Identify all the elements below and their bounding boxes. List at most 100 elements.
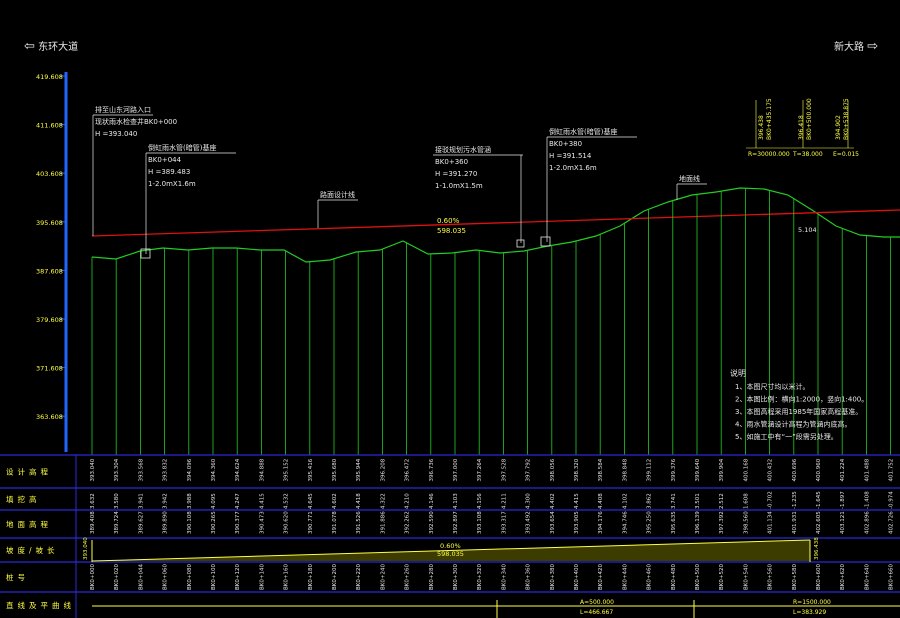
- table-cell-text: 393.304: [114, 458, 120, 481]
- table-grade-text: 0.60%: [440, 542, 461, 550]
- table-cell-text: 390.108: [187, 511, 193, 534]
- table-row-label: 地面高程: [6, 519, 52, 529]
- table-cell: 401.488: [864, 458, 870, 481]
- table-cell-text: 394.888: [259, 458, 265, 481]
- station-cell: BK0+200: [332, 564, 338, 590]
- table-cell-text: 395.944: [356, 458, 362, 481]
- table-row-label: 设计高程: [6, 467, 52, 477]
- elevation-tick-label: 387.608: [36, 267, 63, 275]
- elevation-tick-label: 403.608: [36, 170, 63, 178]
- table-cell: 4.322: [380, 493, 386, 509]
- callout-text: 接驳规划污水管涵: [435, 145, 491, 154]
- station-cell: BK0+120: [235, 564, 241, 590]
- curve-label-text: BK0+500.000: [806, 98, 813, 140]
- table-cell-text: 396.139: [695, 511, 701, 534]
- curve-param: T=38.000: [792, 151, 823, 158]
- table-cell: 4.402: [550, 493, 556, 509]
- callout-text: 倒虹雨水管(暗管)基座: [549, 127, 617, 136]
- table-cell-text: 401.224: [840, 458, 846, 481]
- table-cell-text: -1.408: [864, 491, 870, 509]
- table-cell: 389.627: [138, 511, 144, 534]
- table-cell-text: 4.322: [380, 493, 386, 509]
- curve-param: E=0.015: [833, 151, 859, 158]
- table-cell: -0.974: [889, 491, 895, 509]
- station-cell: BK0+160: [284, 564, 290, 590]
- station-text: BK0+160: [284, 564, 290, 590]
- table-cell: 390.620: [284, 511, 290, 534]
- callout-text: BK0+380: [549, 140, 582, 148]
- table-cell-text: 400.696: [792, 458, 798, 481]
- table-cell-text: 395.250: [647, 511, 653, 534]
- table-cell: 403.121: [840, 511, 846, 534]
- table-cell-text: 4.103: [453, 493, 459, 509]
- table-row-label: 填挖高: [6, 494, 41, 504]
- table-cell-text: 4.532: [284, 493, 290, 509]
- table-cell-text: 392.897: [453, 511, 459, 534]
- notes-item: 2、本图比例：横向1:2000，竖向1:400。: [735, 395, 868, 404]
- table-cell-text: 397.528: [501, 458, 507, 481]
- station-cell: BK0+640: [864, 564, 870, 590]
- table-cell-text: 394.624: [235, 458, 241, 481]
- table-cell: 4.102: [622, 493, 628, 509]
- table-cell: 4.645: [308, 493, 314, 509]
- station-cell: BK0+320: [477, 564, 483, 590]
- table-cell-text: 402.605: [816, 511, 822, 534]
- station-text: BK0+260: [405, 564, 411, 590]
- curve-label-text: BK0+538.875: [843, 98, 850, 140]
- table-cell-text: 394.096: [187, 458, 193, 481]
- table-cell: 390.377: [235, 511, 241, 534]
- table-cell-text: 397.792: [526, 459, 532, 482]
- table-cell-text: -1.897: [840, 491, 846, 509]
- table-cell: 395.152: [284, 459, 290, 482]
- nav-left[interactable]: ⇦ 东环大道: [24, 38, 78, 54]
- callout: 路面设计线: [317, 190, 358, 228]
- table-length-text: 598.035: [437, 550, 464, 558]
- table-cell: 390.108: [187, 511, 193, 534]
- callout-text: 1-2.0mX1.6m: [549, 164, 597, 172]
- table-cell-text: 2.512: [719, 493, 725, 509]
- table-cell-text: 389.724: [114, 511, 120, 534]
- table-cell-text: 3.941: [138, 493, 144, 509]
- callout-text: 1-1.0mX1.5m: [435, 182, 483, 190]
- nav-right[interactable]: 新大路 ⇨: [834, 38, 878, 54]
- table-cell: 398.848: [622, 458, 628, 481]
- table-cell: 398.056: [550, 458, 556, 481]
- station-text: BK0+460: [647, 564, 653, 590]
- station-text: BK0+060: [163, 564, 169, 590]
- table-cell: 4.247: [235, 493, 241, 509]
- station-text: BK0+380: [550, 564, 556, 590]
- table-cell: 393.317: [501, 511, 507, 534]
- curve-param: R=30000.000: [748, 151, 790, 158]
- table-cell-text: 398.056: [550, 458, 556, 481]
- curve-label-text: 396.418: [798, 115, 805, 140]
- curve-label-text: 396.438: [758, 115, 765, 140]
- elevation-tick-label: 363.608: [36, 413, 63, 421]
- table-cell-text: 390.265: [211, 511, 217, 534]
- elevation-tick-label: 411.608: [36, 122, 63, 130]
- table-cell: 394.888: [259, 458, 265, 481]
- station-cell: BK0+600: [816, 564, 822, 590]
- arrow-left-icon: ⇦: [24, 39, 35, 54]
- table-cell: 392.262: [405, 511, 411, 534]
- callout: 倒虹雨水管(暗管)基座 BK0+380 H =391.514 1-2.0mX1.6m: [546, 127, 637, 242]
- table-cell: 400.960: [816, 458, 822, 481]
- table-cell: 389.724: [114, 511, 120, 534]
- table-cell: 398.560: [743, 511, 749, 534]
- grade-end-elev: 396.438: [814, 537, 820, 560]
- table-cell-text: 389.627: [138, 511, 144, 534]
- notes-item: 4、雨水管涵设计高程为管涵内底高。: [735, 420, 851, 429]
- table-cell: 401.224: [840, 458, 846, 481]
- table-cell-text: 4.415: [574, 493, 580, 509]
- station-text: BK0+100: [211, 564, 217, 590]
- table-cell: 3.862: [647, 493, 653, 509]
- table-cell-text: 4.602: [332, 493, 338, 509]
- table-cell: 397.000: [453, 458, 459, 481]
- table-cell: 4.103: [453, 493, 459, 509]
- table-cell: 400.432: [768, 459, 774, 482]
- table-cell: 394.096: [187, 458, 193, 481]
- ground-line: [91, 187, 900, 263]
- curve-label: 396.438 BK0+435.175: [758, 98, 773, 140]
- table-cell: 3.942: [163, 493, 169, 509]
- table-cell: 400.696: [792, 458, 798, 481]
